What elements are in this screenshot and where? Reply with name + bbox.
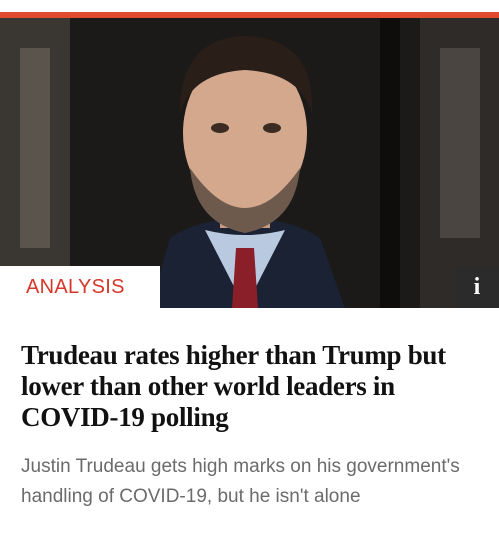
- headline[interactable]: Trudeau rates higher than Trump but lowe…: [21, 340, 446, 432]
- summary: Justin Trudeau gets high marks on his go…: [21, 456, 460, 507]
- top-bar: [0, 12, 499, 18]
- section-label[interactable]: ANALYSIS: [0, 266, 160, 308]
- article-photo[interactable]: [0, 18, 499, 308]
- info-button[interactable]: i: [455, 266, 499, 308]
